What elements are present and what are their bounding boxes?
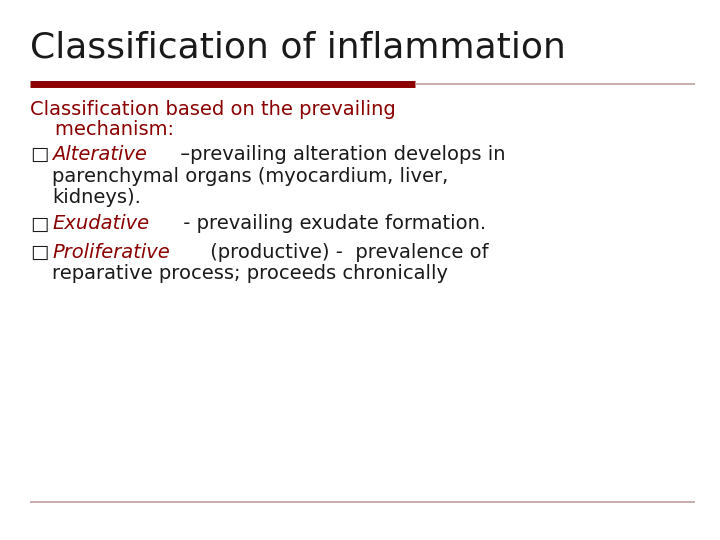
Text: □: □ [30, 242, 48, 262]
Text: (productive) -  prevalence of: (productive) - prevalence of [204, 242, 489, 262]
Text: reparative process; proceeds chronically: reparative process; proceeds chronically [52, 265, 448, 284]
Text: –prevailing alteration develops in: –prevailing alteration develops in [174, 145, 506, 164]
Text: mechanism:: mechanism: [30, 120, 174, 139]
Text: Alterative: Alterative [52, 145, 147, 164]
Text: Classification of inflammation: Classification of inflammation [30, 30, 566, 64]
Text: Classification based on the prevailing: Classification based on the prevailing [30, 100, 396, 119]
Text: - prevailing exudate formation.: - prevailing exudate formation. [177, 214, 487, 233]
Text: □: □ [30, 214, 48, 233]
Text: kidneys).: kidneys). [52, 188, 141, 207]
Text: Proliferative: Proliferative [52, 242, 170, 262]
Text: parenchymal organs (myocardium, liver,: parenchymal organs (myocardium, liver, [52, 167, 449, 186]
Text: Exudative: Exudative [52, 214, 149, 233]
Text: □: □ [30, 145, 48, 164]
